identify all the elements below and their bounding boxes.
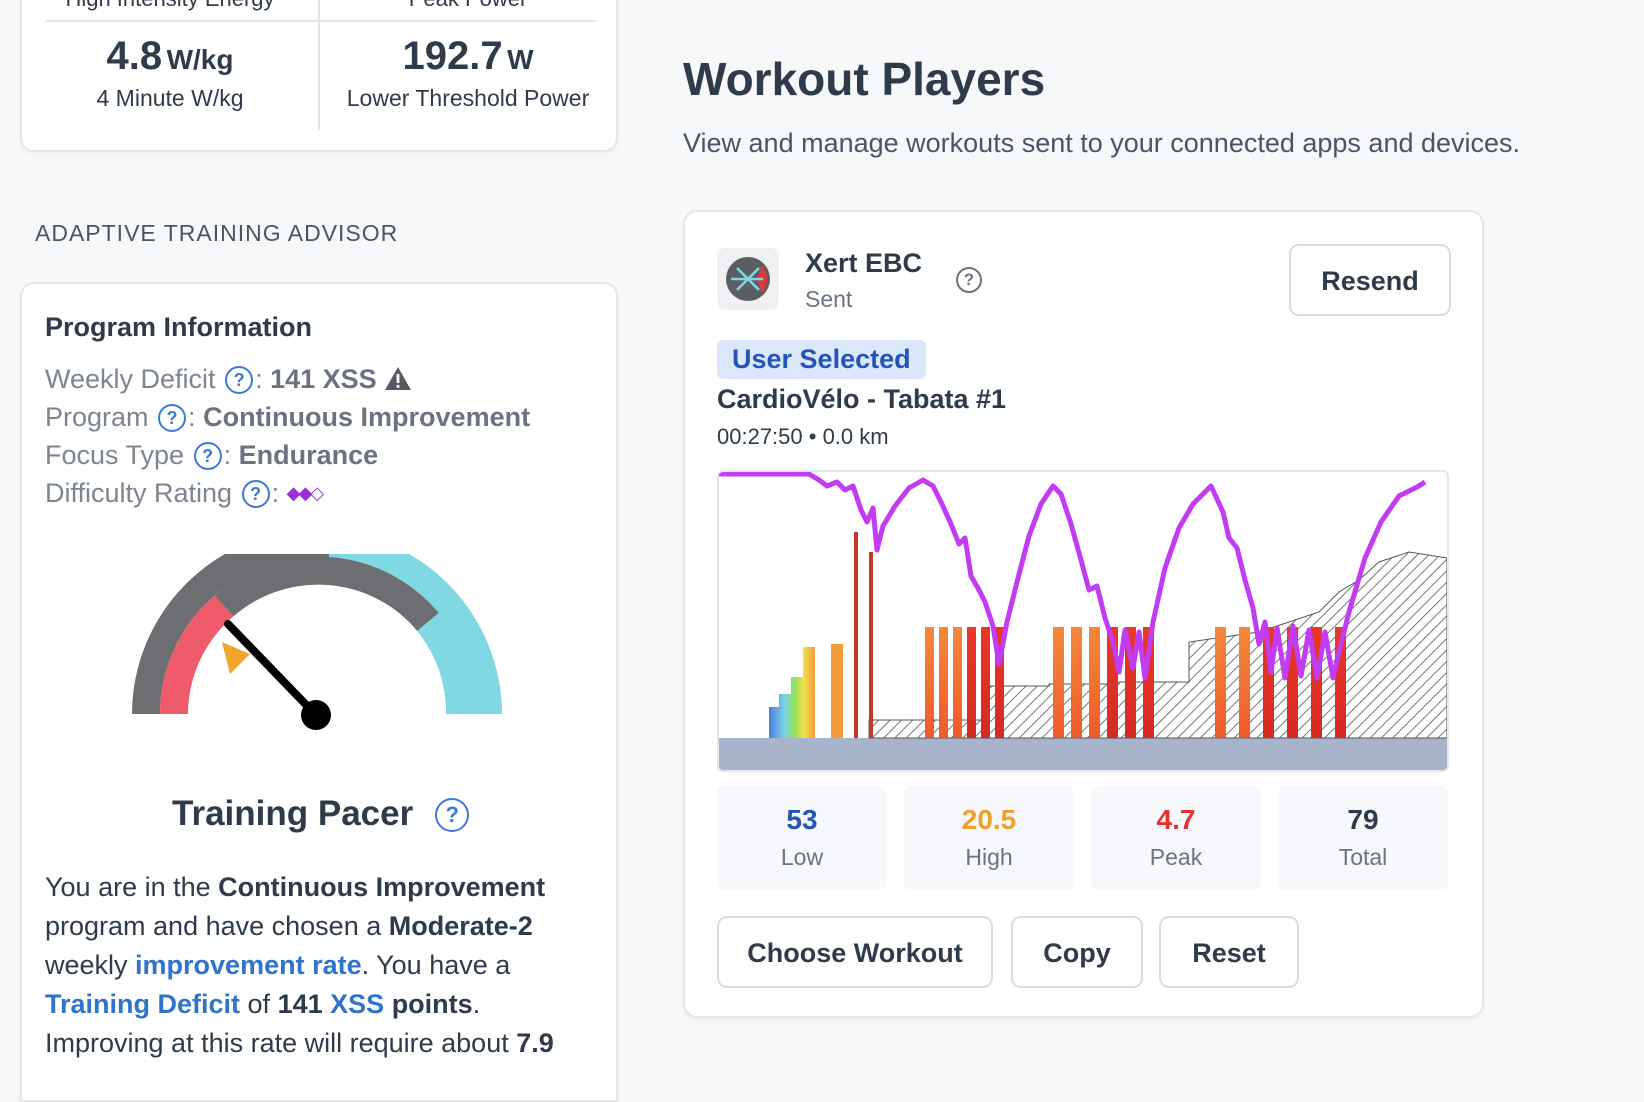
peak-power-label: Peak Power [320, 0, 616, 12]
reset-button[interactable]: Reset [1159, 916, 1299, 988]
metric-label: 4 Minute W/kg [96, 85, 244, 111]
sprint-bar [854, 532, 858, 738]
gauge-needle-hub [301, 700, 331, 730]
metric-value: 192.7 [402, 34, 503, 78]
help-icon[interactable]: ? [435, 798, 470, 832]
interval-set [1215, 627, 1346, 738]
gauge-red-arc [160, 595, 234, 715]
stat-peak: 4.7 Peak [1091, 786, 1261, 890]
app-logo [717, 248, 779, 310]
page-subtitle: View and manage workouts sent to your co… [683, 128, 1521, 158]
improvement-rate-link[interactable]: improvement rate [135, 950, 362, 980]
app-name: Xert EBC [805, 248, 923, 278]
mpa-line [719, 472, 1427, 681]
stat-value: 53 [786, 804, 818, 835]
help-icon[interactable]: ? [225, 366, 254, 394]
weekly-deficit-row: Weekly Deficit ?: 141 XSS [45, 364, 412, 395]
row-value: 141 XSS [270, 364, 377, 394]
app-status: Sent [805, 286, 853, 312]
page-title: Workout Players [683, 53, 1046, 105]
gauge-target-marker [222, 642, 250, 674]
workout-meta: 00:27:50 • 0.0 km [717, 424, 889, 449]
baseline-band [719, 738, 1447, 770]
help-icon[interactable]: ? [956, 267, 982, 293]
workout-player-card: Xert EBC Sent ? Resend User Selected Car… [683, 210, 1484, 1018]
stat-value: 79 [1347, 804, 1379, 835]
stat-total: 79 Total [1278, 786, 1448, 890]
warning-icon [385, 367, 412, 390]
resend-button[interactable]: Resend [1289, 244, 1451, 316]
four-minute-wkg-metric: 4.8 W/kg 4 Minute W/kg [22, 34, 318, 112]
metric-unit: W [507, 44, 534, 75]
difficulty-diamonds: ◆◆◇ [286, 483, 325, 503]
lower-threshold-power-metric: 192.7 W Lower Threshold Power [320, 34, 616, 112]
interval-set [925, 627, 1004, 738]
difficulty-rating-row: Difficulty Rating ?: ◆◆◇ [45, 478, 325, 508]
stat-label: High [965, 844, 1013, 870]
user-selected-badge: User Selected [717, 340, 926, 379]
stat-low: 53 Low [717, 786, 887, 890]
help-icon[interactable]: ? [193, 442, 222, 470]
workout-profile-graphic [719, 472, 1447, 770]
xss-link[interactable]: XSS [330, 989, 385, 1019]
gauge-outer-cyan-arc [328, 554, 502, 715]
stat-value: 20.5 [961, 804, 1017, 835]
metric-divider [318, 0, 320, 130]
metric-unit: W/kg [166, 44, 234, 75]
metric-value: 4.8 [106, 34, 163, 78]
training-deficit-link[interactable]: Training Deficit [45, 989, 241, 1019]
stat-label: Low [780, 844, 824, 870]
row-label: Program [45, 402, 149, 432]
metric-divider-horizontal [46, 20, 596, 22]
metrics-card: High Intensity Energy Peak Power 4.8 W/k… [20, 0, 618, 152]
workout-name: CardioVélo - Tabata #1 [717, 384, 1007, 414]
training-pacer-description: You are in the Continuous Improvement pr… [45, 872, 554, 1058]
row-label: Focus Type [45, 440, 185, 470]
stat-label: Total [1338, 844, 1388, 870]
metric-label: Lower Threshold Power [346, 85, 590, 111]
stat-value: 4.7 [1156, 804, 1196, 835]
stat-high: 20.5 High [904, 786, 1074, 890]
gauge-inner-cyan-arc [416, 613, 475, 715]
program-information-card: Program Information Weekly Deficit ?: 14… [20, 282, 618, 1102]
help-icon[interactable]: ? [158, 404, 187, 432]
training-pacer-gauge [132, 554, 502, 730]
interval-set [1053, 627, 1154, 738]
gauge-needle [224, 620, 319, 718]
row-label: Weekly Deficit [45, 364, 216, 394]
training-pacer-title: Training Pacer? [172, 794, 471, 834]
sprint-bar [869, 552, 873, 738]
row-value: Endurance [238, 440, 379, 470]
high-intensity-energy-label: High Intensity Energy [22, 0, 318, 12]
row-label: Difficulty Rating [45, 478, 233, 508]
xert-logo-icon [726, 257, 770, 301]
adaptive-training-advisor-heading: ADAPTIVE TRAINING ADVISOR [35, 220, 399, 246]
program-information-title: Program Information [45, 312, 313, 342]
row-value: Continuous Improvement [203, 402, 531, 432]
gauge-outer-dark-arc [132, 554, 330, 715]
gauge-inner-dark-arc [214, 556, 439, 632]
workout-profile-chart [717, 470, 1449, 772]
choose-workout-button[interactable]: Choose Workout [717, 916, 993, 988]
focus-type-row: Focus Type ?: Endurance [45, 440, 379, 470]
stat-label: Peak [1149, 844, 1203, 870]
warmup-ramp-steps [769, 647, 815, 738]
help-icon[interactable]: ? [241, 480, 270, 508]
warmup-bar [831, 644, 843, 738]
program-row: Program ?: Continuous Improvement [45, 402, 531, 432]
copy-button[interactable]: Copy [1011, 916, 1143, 988]
